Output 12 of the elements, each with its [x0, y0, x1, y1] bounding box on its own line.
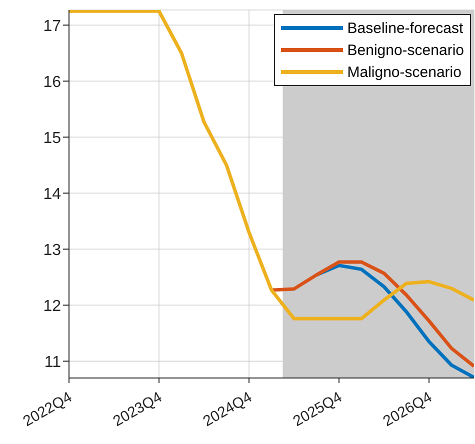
y-tick-label: 12: [43, 298, 62, 315]
legend-label: Benigno-scenario: [347, 42, 464, 58]
y-tick-label: 16: [43, 74, 62, 91]
legend-label: Baseline-forecast: [347, 20, 464, 36]
y-tick-label: 11: [44, 354, 62, 371]
y-tick-label: 13: [43, 242, 62, 259]
legend-label: Maligno-scenario: [347, 64, 462, 80]
line-series: [314, 264, 474, 378]
line-series: [270, 260, 474, 368]
y-tick-label: 17: [43, 18, 62, 35]
y-tick-label: 15: [43, 130, 62, 147]
y-tick-label: 14: [43, 186, 62, 203]
